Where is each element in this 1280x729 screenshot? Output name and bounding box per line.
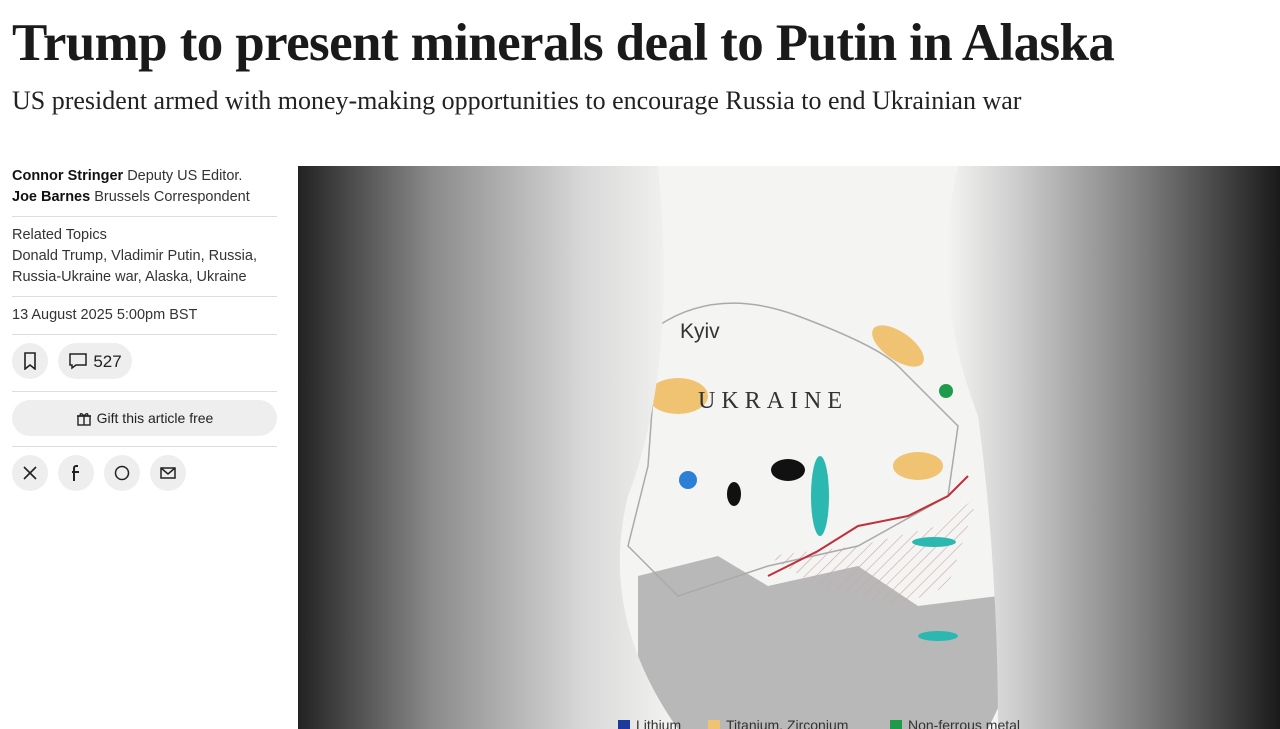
gift-row: Gift this article free — [12, 400, 277, 447]
map-label: UKRAINE — [698, 388, 848, 414]
facebook-icon — [72, 465, 79, 481]
sidebar: Connor Stringer Deputy US Editor. Joe Ba… — [12, 166, 277, 491]
comment-count: 527 — [93, 351, 122, 371]
gift-label: Gift this article free — [96, 409, 214, 426]
share-facebook[interactable] — [58, 455, 94, 491]
share-email[interactable] — [150, 455, 186, 491]
gift-icon — [76, 413, 91, 426]
byline: Connor Stringer Deputy US Editor. Joe Ba… — [12, 166, 277, 217]
related-topics: Related Topics Donald Trump, Vladimir Pu… — [12, 225, 277, 297]
bookmark-button[interactable] — [12, 343, 48, 379]
gift-button[interactable]: Gift this article free — [12, 400, 277, 436]
author-role: Deputy US Editor. — [127, 168, 243, 184]
legend-label: Lithium — [636, 717, 681, 729]
publish-date: 13 August 2025 5:00pm BST — [12, 305, 277, 335]
headline: Trump to present minerals deal to Putin … — [12, 14, 1115, 72]
email-icon — [160, 467, 176, 479]
share-x[interactable] — [12, 455, 48, 491]
legend-label: Non-ferrous metal — [908, 717, 1020, 729]
author-name[interactable]: Connor Stringer — [12, 168, 124, 184]
x-icon — [23, 466, 37, 480]
share-whatsapp[interactable] — [104, 455, 140, 491]
author-name[interactable]: Joe Barnes — [12, 189, 91, 205]
action-row: 527 — [12, 343, 277, 392]
author-role: Brussels Correspondent — [94, 189, 250, 205]
lead-image: Kyiv UKRAINE Lithium Titanium, Zirconium… — [298, 166, 1280, 729]
front-line — [767, 475, 969, 577]
legend-label: Titanium, Zirconium — [726, 717, 848, 729]
whatsapp-icon — [114, 465, 130, 481]
bookmark-icon — [24, 352, 36, 370]
share-row — [12, 455, 277, 491]
map-label: Kyiv — [680, 320, 720, 343]
sea-area — [638, 556, 1018, 729]
left-portrait — [298, 166, 678, 729]
right-portrait — [946, 166, 1280, 729]
standfirst: US president armed with money-making opp… — [12, 86, 1022, 115]
comment-icon — [69, 353, 88, 370]
related-label: Related Topics — [12, 227, 107, 243]
map-legend: Lithium Titanium, Zirconium Non-ferrous … — [618, 717, 1020, 729]
related-topics-list[interactable]: Donald Trump, Vladimir Putin, Russia, Ru… — [12, 248, 257, 285]
comments-button[interactable]: 527 — [58, 343, 132, 379]
occupied-area — [768, 496, 978, 606]
